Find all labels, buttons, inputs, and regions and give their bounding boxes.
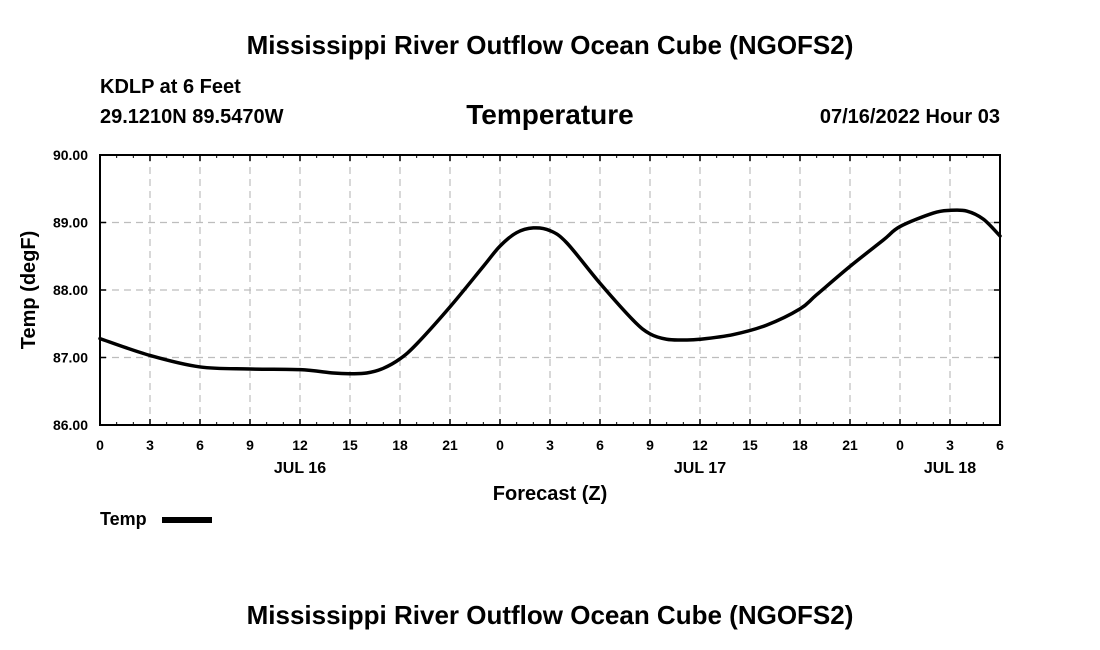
axis-ticks: [99, 154, 1001, 426]
y-tick-label: 90.00: [53, 147, 88, 163]
x-tick-label: 9: [246, 437, 254, 453]
x-tick-labels: 0 3 6 9 12 15 18 21 0 3 6 9 12 15 18 21 0 3 6: [96, 437, 1004, 453]
x-tick-label: 6: [196, 437, 204, 453]
x-tick-label: 18: [792, 437, 808, 453]
x-tick-label: 15: [742, 437, 758, 453]
y-tick-label: 89.00: [53, 215, 88, 231]
chart-title: Temperature: [466, 99, 634, 130]
x-tick-label: 12: [292, 437, 308, 453]
forecast-datetime: 07/16/2022 Hour 03: [819, 106, 1000, 128]
main-title: Mississippi River Outflow Ocean Cube (NG…: [246, 30, 854, 60]
x-tick-label: 0: [496, 437, 504, 453]
x-tick-label: 15: [342, 437, 358, 453]
x-tick-label: 3: [946, 437, 954, 453]
station-coordinates: 29.1210N 89.5470W: [100, 106, 284, 128]
legend-label: Temp: [100, 509, 147, 529]
station-label: KDLP at 6 Feet: [100, 76, 241, 98]
day-label: JUL 18: [924, 460, 976, 477]
x-tick-label: 3: [146, 437, 154, 453]
x-tick-label: 0: [96, 437, 104, 453]
day-label: JUL 17: [674, 460, 726, 477]
x-tick-label: 9: [646, 437, 654, 453]
y-tick-labels: 86.00 87.00 88.00 89.00 90.00: [53, 147, 88, 433]
x-tick-label: 12: [692, 437, 708, 453]
x-axis-title: Forecast (Z): [493, 483, 607, 505]
x-tick-label: 21: [842, 437, 858, 453]
temp-series-line: [98, 208, 1002, 376]
x-tick-label: 18: [392, 437, 408, 453]
x-tick-label: 6: [996, 437, 1004, 453]
y-tick-label: 88.00: [53, 282, 88, 298]
x-tick-label: 3: [546, 437, 554, 453]
x-tick-label: 6: [596, 437, 604, 453]
grid: [100, 154, 1000, 425]
y-axis-title: Temp (degF): [18, 231, 40, 350]
y-tick-label: 86.00: [53, 417, 88, 433]
y-tick-label: 87.00: [53, 350, 88, 366]
x-tick-label: 0: [896, 437, 904, 453]
x-tick-label: 21: [442, 437, 458, 453]
day-labels: JUL 16 JUL 17 JUL 18: [274, 460, 976, 477]
footer-title: Mississippi River Outflow Ocean Cube (NG…: [246, 600, 854, 630]
day-label: JUL 16: [274, 460, 326, 477]
